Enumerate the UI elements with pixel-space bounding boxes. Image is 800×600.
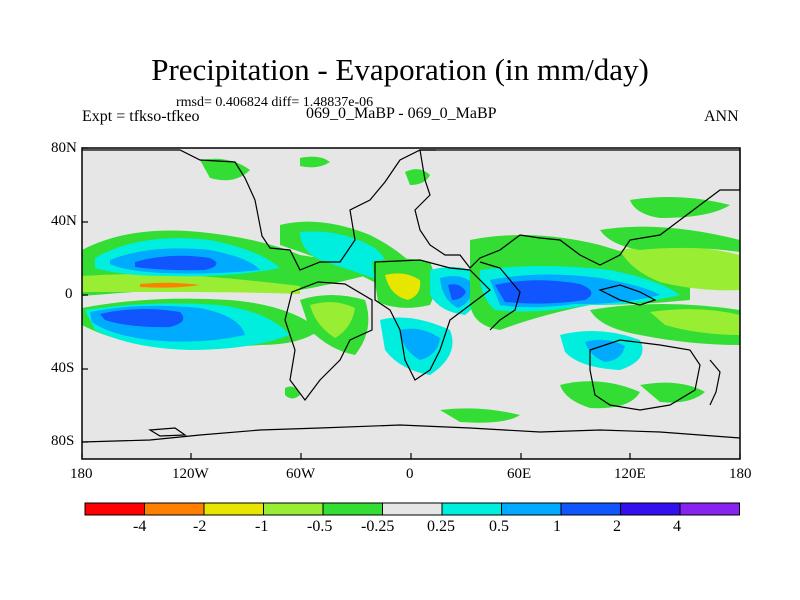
season-label: ANN [704, 108, 739, 125]
coastline-north-america [82, 149, 436, 271]
lon-label: 60W [286, 466, 316, 482]
case-label: 069_0_MaBP - 069_0_MaBP [306, 105, 497, 122]
colorbar-box [322, 502, 383, 516]
field-green-south-atlantic [560, 381, 640, 409]
field-darkblue-indian [495, 280, 592, 304]
field-green-south-pacific-2 [285, 386, 300, 399]
colorbar-label: -2 [193, 518, 207, 535]
coastline-antarctica [81, 424, 741, 443]
field-green-north-east-pacific [200, 158, 250, 181]
field-orange-pacific-band [140, 282, 200, 288]
coastlines [81, 149, 741, 443]
coastline-arabia-east [479, 261, 521, 331]
field-darkblue-pacific-north [135, 255, 217, 271]
colorbar [84, 502, 740, 516]
lon-label: 180 [70, 466, 93, 482]
field-yellow-south-pacific [650, 309, 740, 335]
colorbar-label: 0.5 [489, 518, 509, 535]
coastline-africa [374, 259, 491, 381]
map-fields [82, 156, 740, 423]
coastline-eurasia [414, 149, 741, 269]
colorbar-box [382, 502, 443, 516]
colorbar-label: -4 [133, 518, 147, 535]
colorbar-box [203, 502, 264, 516]
lat-label: 80N [51, 140, 77, 156]
field-darkblue-africa-east [448, 284, 466, 300]
field-green-south-indian-2 [640, 382, 705, 403]
map-title: Precipitation - Evaporation (in mm/day) [151, 52, 649, 87]
field-green-north-pacific [630, 196, 730, 218]
colorbar-box [441, 502, 502, 516]
lat-label: 40S [51, 360, 75, 376]
lon-label: 0 [406, 466, 414, 482]
stats-text: rmsd= 0.406824 diff= 1.48837e-06 [176, 95, 374, 110]
colorbar-box [620, 502, 681, 516]
lon-label: 180 [729, 466, 752, 482]
colorbar-box [263, 502, 324, 516]
coastline-south-america [284, 281, 373, 401]
lat-label: 80S [51, 433, 75, 449]
colorbar-box [501, 502, 562, 516]
colorbar-box [679, 502, 740, 516]
colorbar-box [144, 502, 205, 516]
field-darkblue-pacific-south [100, 308, 184, 328]
coastline-maritime [598, 284, 657, 306]
field-blue-south-indian [585, 339, 625, 362]
colorbar-label: 4 [673, 518, 681, 535]
colorbar-label: 0.25 [427, 518, 455, 535]
coastline-australia [589, 339, 701, 411]
field-green-west-pacific [600, 226, 740, 252]
lon-label: 120W [172, 466, 209, 482]
field-yellow-south-america [310, 302, 355, 338]
field-yellow-west-pacific [620, 246, 740, 291]
field-blue-atlantic-south [400, 328, 440, 360]
lat-label: 0 [65, 286, 73, 302]
field-green-greenland [300, 156, 330, 168]
coastline-antarctica-bay [148, 427, 187, 437]
experiment-label: Expt = tfkso-tfkeo [82, 108, 200, 125]
lon-label: 60E [507, 466, 532, 482]
colorbar-label: 1 [553, 518, 561, 535]
colorbar-label: -0.25 [361, 518, 395, 535]
colorbar-label: -1 [255, 518, 269, 535]
colorbar-box [560, 502, 621, 516]
field-green-southern-ocean [440, 408, 520, 423]
field-yellow-africa [385, 273, 421, 300]
lon-label: 120E [614, 466, 646, 482]
coastline-new-zealand [709, 359, 721, 406]
colorbar-box [84, 502, 145, 516]
colorbar-label: -0.5 [307, 518, 333, 535]
colorbar-label: 2 [613, 518, 621, 535]
axis-ticks [81, 147, 741, 459]
lat-label: 40N [51, 213, 77, 229]
